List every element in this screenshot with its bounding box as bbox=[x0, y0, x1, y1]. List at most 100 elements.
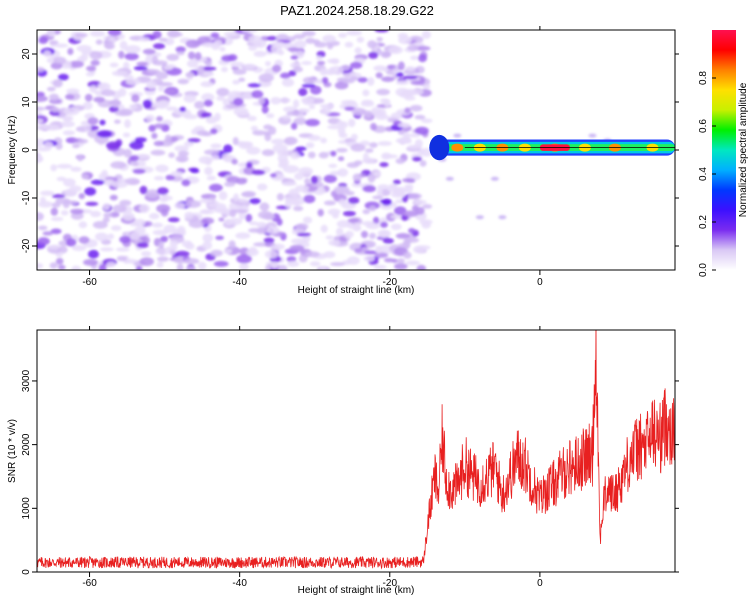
noise-blob bbox=[248, 35, 262, 45]
noise-blob bbox=[92, 221, 108, 229]
noise-blob bbox=[157, 187, 169, 195]
colorbar-tick-label: 0.2 bbox=[698, 215, 709, 229]
noise-blob bbox=[248, 228, 263, 233]
noise-blob bbox=[90, 210, 102, 218]
noise-blob bbox=[422, 204, 433, 209]
noise-blob bbox=[118, 50, 125, 59]
noise-blob bbox=[407, 144, 423, 150]
noise-blob bbox=[122, 212, 135, 221]
noise-blob bbox=[184, 114, 198, 120]
noise-blob bbox=[132, 168, 146, 174]
noise-blob bbox=[167, 217, 180, 223]
noise-blob bbox=[372, 216, 380, 225]
colorbar-gradient bbox=[712, 30, 736, 270]
noise-blob bbox=[301, 61, 312, 65]
noise-blob bbox=[394, 263, 408, 270]
noise-blob bbox=[323, 200, 336, 206]
noise-blob bbox=[124, 45, 141, 54]
noise-blob bbox=[373, 171, 382, 177]
signal-hotspot bbox=[451, 143, 464, 152]
colorbar-tick-label: 0.0 bbox=[698, 263, 709, 277]
colorbar-tick-label: 0.8 bbox=[698, 71, 709, 85]
noise-blob bbox=[114, 119, 121, 124]
noise-blob bbox=[381, 76, 395, 82]
noise-blob bbox=[37, 118, 44, 124]
noise-blob bbox=[266, 113, 275, 119]
noise-blob bbox=[382, 154, 398, 159]
noise-blob bbox=[414, 114, 426, 120]
noise-blob bbox=[305, 37, 316, 44]
noise-blob bbox=[50, 216, 64, 222]
noise-blob bbox=[247, 115, 257, 122]
noise-blob bbox=[228, 217, 243, 226]
noise-blob bbox=[305, 251, 320, 258]
noise-blob bbox=[37, 153, 42, 163]
noise-blob bbox=[156, 261, 164, 268]
noise-blob bbox=[402, 240, 411, 249]
noise-blob bbox=[145, 189, 160, 198]
noise-blob bbox=[310, 175, 318, 184]
noise-blob bbox=[156, 116, 163, 122]
noise-blob bbox=[64, 188, 78, 197]
noise-blob bbox=[362, 157, 376, 164]
noise-blob bbox=[149, 212, 160, 220]
noise-blob bbox=[37, 106, 46, 111]
noise-blob bbox=[342, 210, 356, 217]
noise-blob bbox=[376, 37, 383, 42]
noise-blob bbox=[228, 240, 236, 250]
noise-blob bbox=[209, 183, 223, 192]
noise-blob bbox=[252, 130, 267, 136]
noise-blob bbox=[145, 114, 155, 122]
noise-blob bbox=[317, 208, 324, 217]
noise-blob bbox=[292, 201, 301, 206]
noise-blob bbox=[62, 115, 74, 122]
noise-blob bbox=[242, 141, 254, 148]
noise-blob bbox=[115, 247, 130, 252]
noise-blob bbox=[151, 222, 164, 228]
noise-blob bbox=[333, 185, 350, 194]
noise-blob bbox=[133, 218, 146, 227]
noise-blob bbox=[354, 248, 363, 253]
noise-blob bbox=[375, 245, 383, 254]
noise-blob bbox=[413, 199, 427, 205]
noise-blob bbox=[107, 233, 115, 240]
noise-blob bbox=[168, 152, 175, 158]
noise-blob bbox=[328, 66, 336, 75]
noise-blob bbox=[139, 185, 148, 195]
noise-blob bbox=[316, 55, 323, 61]
noise-blob bbox=[301, 30, 316, 37]
noise-blob bbox=[146, 80, 157, 90]
noise-blob bbox=[206, 175, 217, 181]
noise-blob bbox=[294, 40, 307, 49]
noise-blob bbox=[239, 263, 249, 270]
noise-blob bbox=[271, 243, 285, 250]
noise-blob bbox=[237, 111, 250, 116]
noise-blob bbox=[46, 244, 61, 249]
noise-blob bbox=[410, 55, 419, 60]
noise-blob bbox=[310, 85, 322, 95]
noise-blob bbox=[114, 110, 131, 117]
noise-blob bbox=[199, 198, 214, 204]
noise-blob bbox=[408, 228, 416, 234]
noise-blob bbox=[223, 144, 233, 154]
noise-blob bbox=[336, 220, 351, 228]
noise-blob bbox=[407, 89, 424, 95]
noise-blob bbox=[305, 142, 315, 149]
noise-blob bbox=[204, 166, 213, 176]
noise-blob bbox=[354, 47, 362, 54]
noise-blob bbox=[297, 113, 305, 119]
noise-blob bbox=[321, 107, 331, 116]
y-tick-label: 2000 bbox=[21, 433, 32, 456]
noise-blob bbox=[64, 94, 75, 100]
noise-blob bbox=[108, 106, 119, 113]
noise-blob bbox=[56, 163, 73, 169]
noise-blob bbox=[379, 162, 389, 168]
noise-blob bbox=[248, 45, 257, 51]
noise-blob bbox=[420, 147, 433, 157]
noise-blob bbox=[141, 251, 152, 257]
noise-blob bbox=[232, 68, 247, 75]
noise-blob bbox=[293, 117, 307, 125]
noise-blob bbox=[101, 169, 108, 177]
noise-blob bbox=[328, 239, 341, 246]
noise-blob bbox=[106, 261, 116, 268]
